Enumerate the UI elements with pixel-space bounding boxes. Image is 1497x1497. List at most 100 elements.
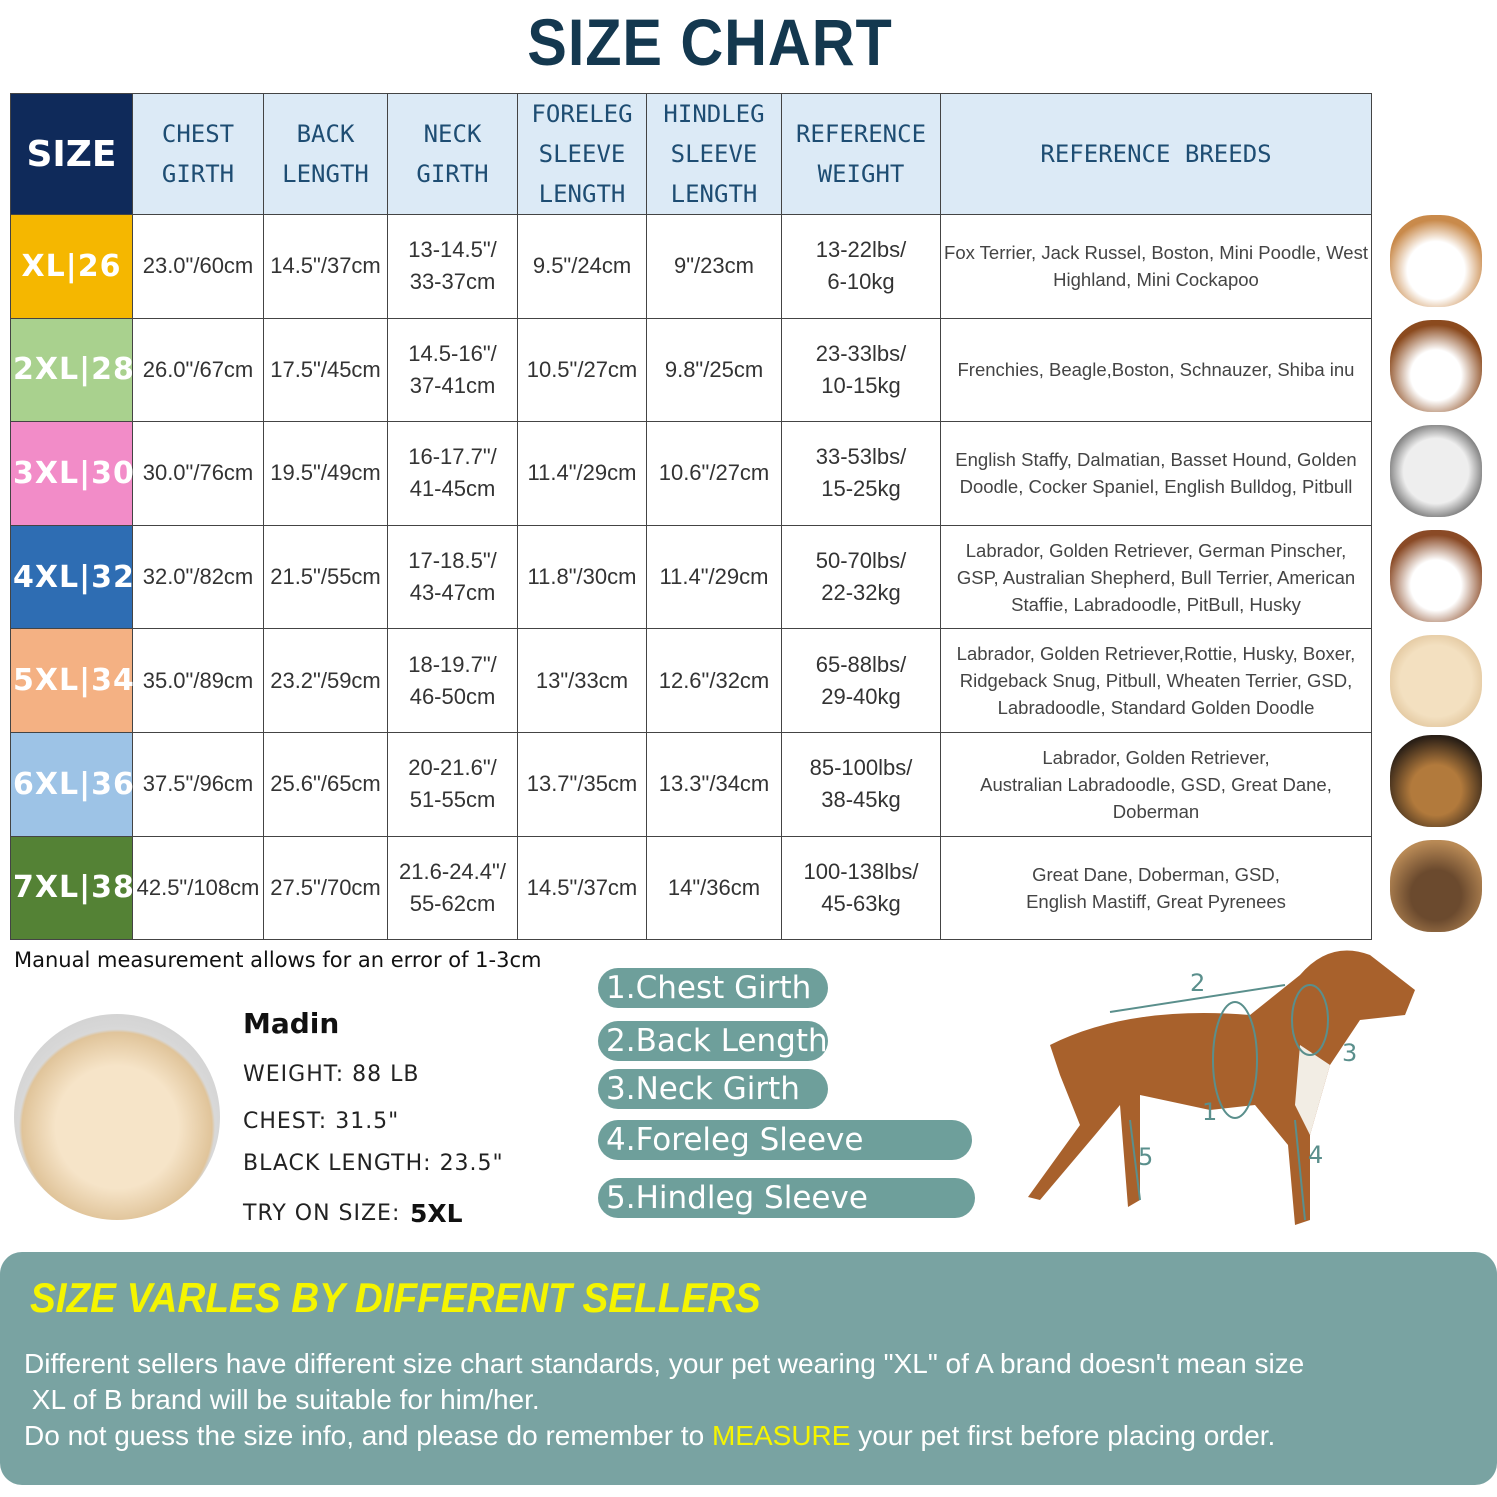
table-cell: 11.8"/30cm — [517, 524, 647, 630]
guide-line — [1109, 984, 1286, 1013]
table-cell: 13-22lbs/ 6-10kg — [781, 214, 941, 319]
dog-photo — [1390, 840, 1482, 932]
highlight: MEASURE — [711, 1420, 851, 1451]
table-cell: Frenchies, Beagle,Boston, Schnauzer, Shi… — [940, 317, 1372, 423]
size-cell: 6XL|36 — [10, 731, 134, 837]
table-cell: 20-21.6"/ 51-55cm — [387, 731, 518, 837]
note: Manual measurement allows for an error o… — [14, 948, 542, 972]
size-cell: 7XL|38 — [10, 835, 134, 941]
table-cell: 25.6"/65cm — [263, 731, 388, 837]
table-cell: 14.5"/37cm — [517, 835, 647, 941]
dog-photo — [1390, 215, 1482, 307]
table-cell: 13.3"/34cm — [646, 731, 782, 837]
guide-line — [1129, 1119, 1141, 1201]
size-cell: 2XL|28 — [10, 317, 134, 423]
header-cell: BACK LENGTH — [263, 93, 388, 215]
table-cell: 30.0"/76cm — [132, 421, 264, 526]
table-cell: 27.5"/70cm — [263, 835, 388, 941]
table-cell: 14.5"/37cm — [263, 214, 388, 319]
dog-chest — [1295, 1045, 1330, 1135]
header-cell: FORELEG SLEEVE LENGTH — [517, 93, 647, 215]
try-label: TRY ON SIZE: — [243, 1201, 401, 1226]
banner: SIZE VARLES BY DIFFERENT SELLERS Differe… — [0, 1252, 1497, 1485]
header-cell: NECK GIRTH — [387, 93, 518, 215]
measurement: 2.Back Length — [598, 1021, 828, 1061]
header-cell: CHEST GIRTH — [132, 93, 264, 215]
example-name: Madin — [243, 1007, 340, 1040]
table-cell: 11.4"/29cm — [646, 524, 782, 630]
table-cell: 14.5-16"/ 37-41cm — [387, 317, 518, 423]
size-table: SIZE CHEST GIRTH BACK LENGTH NECK GIRTH FORE… — [10, 93, 1372, 941]
banner-text: your pet first before placing order. — [850, 1420, 1276, 1451]
table-cell: 37.5"/96cm — [132, 731, 264, 837]
table-cell: 33-53lbs/ 15-25kg — [781, 421, 941, 526]
table-cell: 12.6"/32cm — [646, 628, 782, 733]
measurement: 4.Foreleg Sleeve Length — [598, 1120, 972, 1198]
table-cell: 23.2"/59cm — [263, 628, 388, 733]
header-row: SIZE CHEST GIRTH BACK LENGTH NECK GIRTH FORE… — [10, 93, 1372, 215]
size-cell: 5XL|34 — [10, 628, 134, 733]
guide-line — [1212, 1001, 1258, 1119]
table-cell: 23.0"/60cm — [132, 214, 264, 319]
banner-text: Do not guess the size info, and please d… — [24, 1420, 712, 1451]
table-row: 3XL|30 30.0"/76cm 19.5"/49cm 16-17.7"/ 41-4… — [10, 421, 1372, 526]
table-cell: 42.5"/108cm — [132, 835, 264, 941]
table-cell: 26.0"/67cm — [132, 317, 264, 423]
table-cell: 13.7"/35cm — [517, 731, 647, 837]
table-cell: Labrador, Golden Retriever,Rottie, Husky… — [940, 628, 1372, 733]
size-cell: 3XL|30 — [10, 421, 134, 526]
banner-text: XL of B brand will be suitable for him/h… — [24, 1384, 540, 1415]
measurement: 5.Hindleg Sleeve Length — [598, 1178, 975, 1256]
example-line: WEIGHT: 88 LB — [243, 1062, 420, 1087]
table-cell: 21.5"/55cm — [263, 524, 388, 630]
diagram-label: 5 — [1138, 1143, 1153, 1171]
example-line: CHEST: 31.5" — [243, 1109, 400, 1134]
dog-diagram: 1 2 3 4 5 — [1028, 950, 1415, 1225]
table-cell: Labrador, Golden Retriever, Australian L… — [940, 731, 1372, 837]
guide-line — [1291, 984, 1329, 1056]
table-cell: 10.6"/27cm — [646, 421, 782, 526]
dog-photo — [1390, 530, 1482, 622]
table-cell: 13"/33cm — [517, 628, 647, 733]
table-cell: 85-100lbs/ 38-45kg — [781, 731, 941, 837]
table-cell: 9.8"/25cm — [646, 317, 782, 423]
table-cell: 18-19.7"/ 46-50cm — [387, 628, 518, 733]
table-cell: 14"/36cm — [646, 835, 782, 941]
table-cell: 65-88lbs/ 29-40kg — [781, 628, 941, 733]
diagram-label: 1 — [1202, 1098, 1217, 1126]
banner-text: Different sellers have different size ch… — [24, 1348, 1305, 1379]
table-row: XL|26 23.0"/60cm 14.5"/37cm 13-14.5"/ 33-37… — [10, 214, 1372, 319]
table-cell: 50-70lbs/ 22-32kg — [781, 524, 941, 630]
diagram-label: 4 — [1308, 1141, 1323, 1169]
table-cell: 10.5"/27cm — [517, 317, 647, 423]
table-row: 2XL|28 26.0"/67cm 17.5"/45cm 14.5-16"/ 37-4… — [10, 317, 1372, 423]
table-cell: 16-17.7"/ 41-45cm — [387, 421, 518, 526]
dog-photo — [1390, 320, 1482, 412]
measurement: 3.Neck Girth — [598, 1069, 828, 1109]
table-row: 7XL|38 42.5"/108cm 27.5"/70cm 21.6-24.4"/ 5… — [10, 835, 1372, 941]
size-cell: 4XL|32 — [10, 524, 134, 630]
header-cell: REFERENCE WEIGHT — [781, 93, 941, 215]
banner-title: SIZE VARLES BY DIFFERENT SELLERS — [30, 1274, 761, 1321]
dog-photo — [1390, 425, 1482, 517]
diagram-label: 3 — [1342, 1039, 1357, 1067]
header-cell: REFERENCE BREEDS — [940, 93, 1372, 215]
example-line: BLACK LENGTH: 23.5" — [243, 1151, 504, 1176]
diagram-label: 2 — [1190, 969, 1205, 997]
table-cell: English Staffy, Dalmatian, Basset Hound,… — [940, 421, 1372, 526]
table-row: 6XL|36 37.5"/96cm 25.6"/65cm 20-21.6"/ 51-5… — [10, 731, 1372, 837]
table-cell: Fox Terrier, Jack Russel, Boston, Mini P… — [940, 214, 1372, 319]
table-cell: 23-33lbs/ 10-15kg — [781, 317, 941, 423]
table-cell: 9"/23cm — [646, 214, 782, 319]
table-cell: 32.0"/82cm — [132, 524, 264, 630]
example-dog-photo — [14, 1014, 220, 1220]
title: SIZE CHART — [527, 5, 893, 79]
table-cell: 17-18.5"/ 43-47cm — [387, 524, 518, 630]
table-cell: 9.5"/24cm — [517, 214, 647, 319]
measurement: 1.Chest Girth — [598, 968, 828, 1008]
table-cell: 17.5"/45cm — [263, 317, 388, 423]
header-cell: HINDLEG SLEEVE LENGTH — [646, 93, 782, 215]
guide-line — [1294, 1119, 1306, 1221]
dog-body — [1028, 950, 1415, 1225]
try-value: 5XL — [410, 1199, 463, 1228]
